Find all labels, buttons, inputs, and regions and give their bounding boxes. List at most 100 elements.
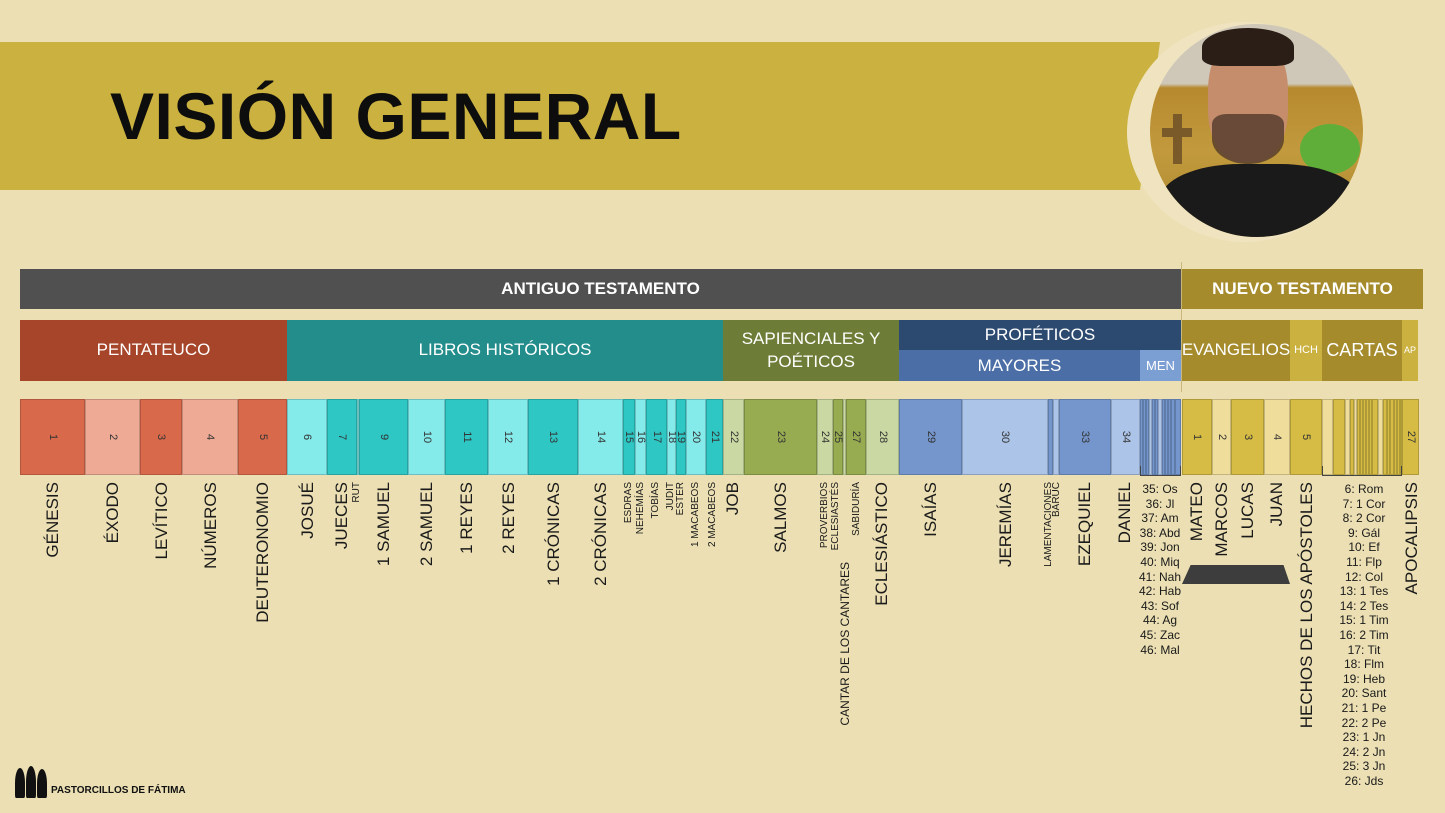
- letter-item: 24: 2 Jn: [1342, 744, 1386, 759]
- new-testament-label: NUEVO TESTAMENTO: [1212, 279, 1393, 298]
- book-label: 1 REYES: [456, 482, 476, 554]
- book-label: 2 CRÓNICAS: [590, 482, 610, 586]
- book-block-proverbios: 24: [817, 399, 833, 475]
- section-label: EVANGELIOS: [1181, 340, 1291, 360]
- book-block-letter: [1372, 399, 1378, 475]
- book-block-letter: [1366, 399, 1369, 475]
- book-block-hechos-de-los-apóstoles: 5: [1290, 399, 1322, 475]
- section-label: PROFÉTICOS: [984, 325, 1096, 344]
- book-block-letter: [1322, 399, 1333, 475]
- section-label: MEN: [1146, 358, 1175, 373]
- book-label: NEHEMÍAS: [635, 482, 646, 535]
- letter-item: 15: 1 Tim: [1339, 613, 1389, 628]
- book-number: 7: [336, 433, 348, 441]
- section-label: PENTATEUCO: [96, 340, 211, 360]
- book-label: RUT: [351, 482, 362, 503]
- minor-prophet-item: 44: Ag: [1142, 613, 1178, 628]
- section-sapienciales: SAPIENCIALES Y POÉTICOS: [723, 320, 899, 381]
- minor-prophet-item: 38: Abd: [1139, 525, 1181, 540]
- book-label: 1 CRÓNICAS: [543, 482, 563, 586]
- book-number: 21: [708, 430, 721, 444]
- book-block-eclesiástico: 28: [866, 399, 899, 475]
- book-block-letter: [1345, 399, 1350, 475]
- book-label: HECHOS DE LOS APÓSTOLES: [1296, 482, 1316, 729]
- book-block-1-crónicas: 13: [528, 399, 578, 475]
- book-number: 24: [819, 430, 831, 444]
- book-block-tobías: 17: [646, 399, 667, 475]
- book-label: APOCALIPSIS: [1401, 482, 1421, 595]
- book-label: NÚMEROS: [200, 482, 220, 569]
- book-number: 1: [1191, 433, 1203, 441]
- book-block-números: 4: [182, 399, 238, 475]
- book-number: 4: [1271, 433, 1283, 441]
- book-block-apocalipsis: 27: [1402, 399, 1419, 475]
- three-children-silhouette-icon: [15, 766, 47, 798]
- minor-prophet-item: 41: Nah: [1138, 569, 1182, 584]
- section-label: AP: [1403, 344, 1416, 355]
- letter-item: 13: 1 Tes: [1339, 584, 1389, 599]
- book-block-lucas: 3: [1231, 399, 1264, 475]
- minor-prophet-item: 43: Sof: [1140, 598, 1180, 613]
- book-number: 4: [204, 433, 216, 441]
- book-number: 29: [924, 430, 937, 444]
- book-label: CANTAR DE LOS CANTARES: [838, 562, 852, 726]
- book-block-letter: [1333, 399, 1345, 475]
- book-block-minor-prophet: [1140, 399, 1143, 475]
- book-number: 13: [547, 430, 559, 444]
- book-block-cantar-de-los-cantares: [843, 399, 846, 475]
- book-block-éxodo: 2: [85, 399, 140, 475]
- book-block-letter: [1357, 399, 1360, 475]
- book-label: 2 REYES: [498, 482, 518, 554]
- minor-prophet-item: 36: Jl: [1145, 496, 1175, 511]
- book-label: DEUTERONOMIO: [252, 482, 272, 623]
- book-label: JOB: [722, 482, 742, 516]
- book-block-letter: [1387, 399, 1390, 475]
- book-number: 34: [1119, 430, 1132, 444]
- book-block-2-reyes: 12: [488, 399, 528, 475]
- section-hechos: HCH: [1290, 320, 1322, 381]
- letter-item: 22: 2 Pe: [1341, 715, 1387, 730]
- book-block-minor-prophet: [1165, 399, 1168, 475]
- letter-item: 9: Gál: [1347, 525, 1380, 540]
- section-evangelios: EVANGELIOS: [1182, 320, 1290, 381]
- book-block-minor-prophet: [1168, 399, 1171, 475]
- letter-item: 7: 1 Cor: [1342, 496, 1386, 511]
- letter-item: 19: Heb: [1342, 671, 1386, 686]
- book-label: GÉNESIS: [42, 482, 62, 558]
- brand-logo: PASTORCILLOS DE FÁTIMA: [15, 766, 186, 798]
- minor-prophet-item: 45: Zac: [1139, 627, 1181, 642]
- minor-prophet-item: 39: Jon: [1140, 540, 1180, 555]
- minor-prophet-item: 40: Miq: [1140, 554, 1180, 569]
- book-block-salmos: 23: [744, 399, 817, 475]
- book-number: 20: [690, 430, 702, 444]
- old-testament-label: ANTIGUO TESTAMENTO: [501, 279, 700, 298]
- section-label: SAPIENCIALES Y: [741, 329, 881, 349]
- book-label: SALMOS: [770, 482, 790, 553]
- crucifix-icon: [1162, 114, 1192, 164]
- book-block-jeremías: 30: [962, 399, 1048, 475]
- book-block-daniel: 34: [1111, 399, 1140, 475]
- book-label: BARUC: [1051, 482, 1062, 518]
- section-mayores: MAYORES: [899, 350, 1140, 381]
- letter-item: 16: 2 Tim: [1339, 627, 1389, 642]
- section-label: MAYORES: [977, 355, 1062, 375]
- book-label: TOBÍAS: [650, 482, 661, 519]
- book-block-2-crónicas: 14: [578, 399, 623, 475]
- testament-divider: [1181, 262, 1182, 392]
- section-pentateuco: PENTATEUCO: [20, 320, 287, 381]
- book-number: 2: [106, 433, 119, 441]
- book-block-génesis: 1: [20, 399, 85, 475]
- book-block-lamentaciones: [1048, 399, 1053, 475]
- book-number: 11: [460, 431, 473, 443]
- book-number: 28: [876, 430, 889, 444]
- book-number: 6: [301, 433, 313, 441]
- book-block-letter: [1397, 399, 1400, 475]
- book-label: LEVÍTICO: [151, 482, 171, 560]
- book-number: 2: [1215, 433, 1228, 441]
- book-block-marcos: 2: [1212, 399, 1231, 475]
- book-number: 27: [850, 430, 862, 444]
- letters-list: 6: Rom 7: 1 Cor 8: 2 Cor 9: Gál 10: Ef 11: Fl…: [1330, 482, 1398, 788]
- book-number: 27: [1404, 430, 1417, 444]
- book-block-isaías: 29: [899, 399, 962, 475]
- letter-item: 8: 2 Cor: [1342, 511, 1386, 526]
